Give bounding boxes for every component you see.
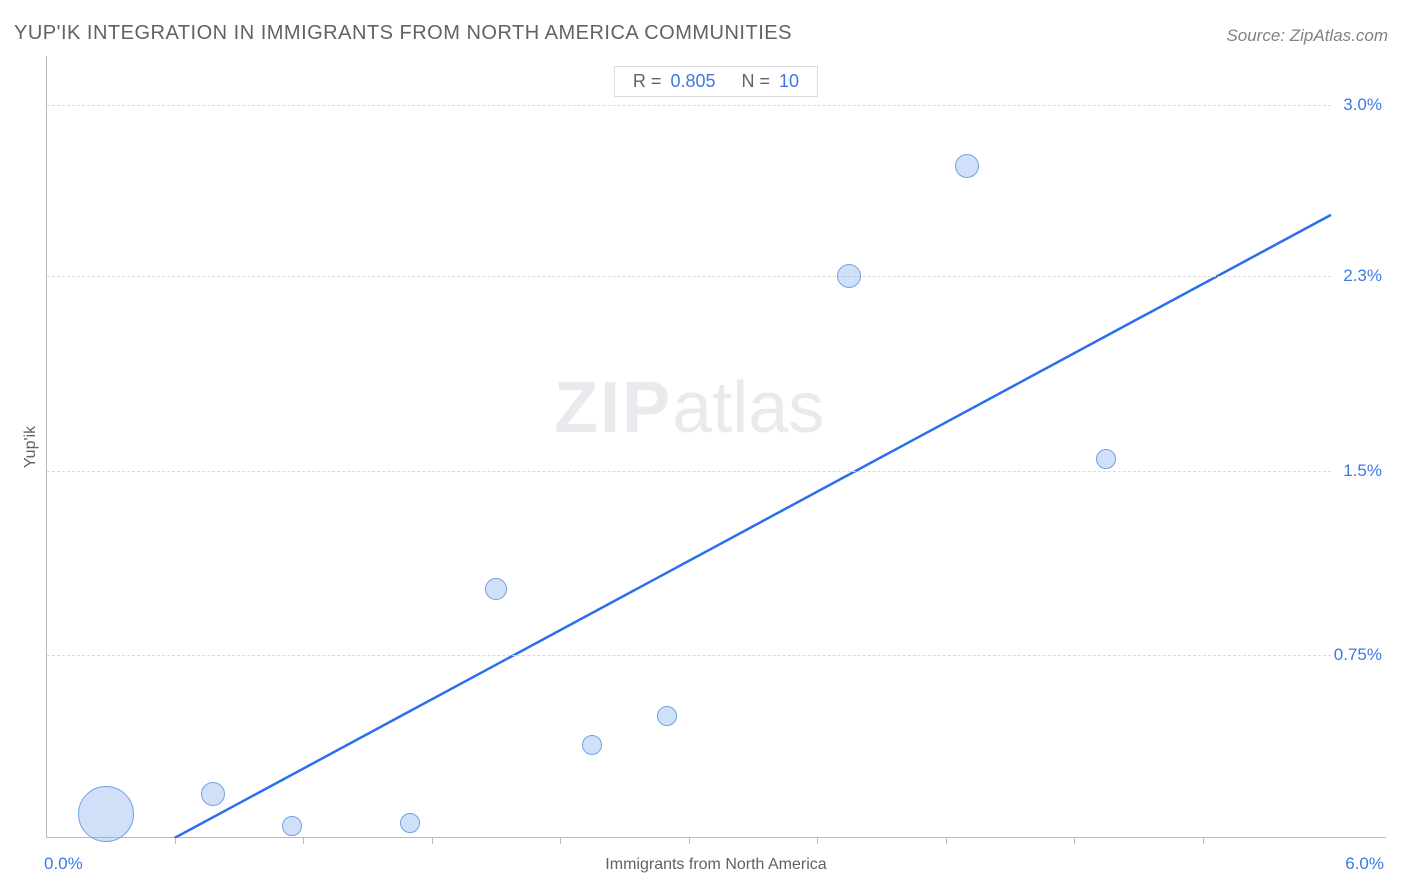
y-tick-label: 3.0% [1343, 95, 1382, 115]
gridline [47, 655, 1331, 656]
data-point [955, 154, 979, 178]
stats-legend: R = 0.805 N = 10 [614, 66, 818, 97]
data-point [78, 786, 134, 842]
x-tick [560, 838, 561, 844]
n-stat: N = 10 [742, 71, 800, 92]
x-tick [432, 838, 433, 844]
gridline [47, 105, 1331, 106]
watermark: ZIPatlas [554, 367, 824, 449]
gridline [47, 276, 1331, 277]
scatter-chart: Yup'ik Immigrants from North America 0.0… [46, 56, 1386, 838]
data-point [282, 816, 302, 836]
x-tick [946, 838, 947, 844]
x-axis-max: 6.0% [1345, 854, 1384, 874]
y-tick-label: 0.75% [1334, 645, 1382, 665]
y-axis-label: Yup'ik [22, 426, 40, 468]
x-tick [689, 838, 690, 844]
n-label: N = [742, 71, 771, 91]
watermark-bold: ZIP [554, 368, 672, 448]
y-tick-label: 1.5% [1343, 461, 1382, 481]
data-point [582, 735, 602, 755]
chart-title: YUP'IK INTEGRATION IN IMMIGRANTS FROM NO… [14, 22, 792, 45]
x-tick [1074, 838, 1075, 844]
data-point [485, 578, 507, 600]
watermark-light: atlas [672, 368, 824, 448]
x-tick [175, 838, 176, 844]
data-point [1096, 449, 1116, 469]
data-point [201, 782, 225, 806]
gridline [47, 471, 1331, 472]
y-tick-label: 2.3% [1343, 266, 1382, 286]
trend-line [175, 215, 1332, 838]
y-axis-line [46, 56, 47, 838]
x-axis-line [46, 837, 1386, 838]
x-axis-label: Immigrants from North America [605, 856, 826, 874]
r-label: R = [633, 71, 662, 91]
data-point [837, 264, 861, 288]
x-tick [303, 838, 304, 844]
n-value: 10 [779, 71, 799, 91]
x-tick [817, 838, 818, 844]
r-stat: R = 0.805 [633, 71, 716, 92]
x-tick [1203, 838, 1204, 844]
source-attribution: Source: ZipAtlas.com [1226, 26, 1388, 46]
trend-line-svg [46, 56, 1386, 838]
data-point [657, 706, 677, 726]
r-value: 0.805 [670, 71, 715, 91]
data-point [400, 813, 420, 833]
x-axis-min: 0.0% [44, 854, 83, 874]
